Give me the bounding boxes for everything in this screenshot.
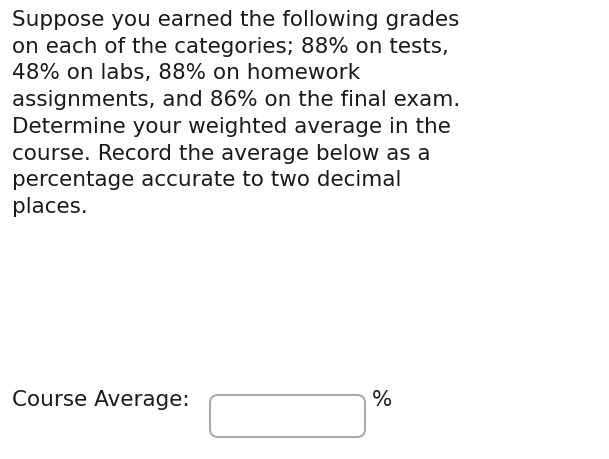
FancyBboxPatch shape (210, 395, 365, 437)
Text: %: % (372, 389, 392, 409)
Text: Suppose you earned the following grades
on each of the categories; 88% on tests,: Suppose you earned the following grades … (12, 10, 460, 217)
Text: Course Average:: Course Average: (12, 389, 189, 409)
